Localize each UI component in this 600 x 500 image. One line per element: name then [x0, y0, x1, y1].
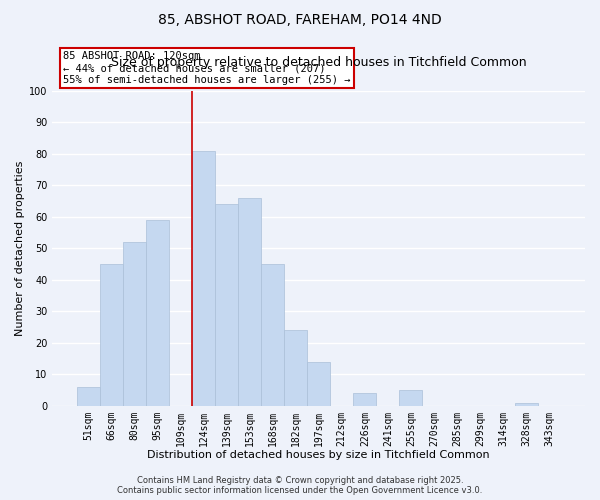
Bar	[307, 362, 330, 406]
Bar	[123, 242, 146, 406]
Bar	[215, 204, 238, 406]
Text: Contains HM Land Registry data © Crown copyright and database right 2025.
Contai: Contains HM Land Registry data © Crown c…	[118, 476, 482, 495]
Title: Size of property relative to detached houses in Titchfield Common: Size of property relative to detached ho…	[111, 56, 527, 69]
Bar	[238, 198, 261, 406]
X-axis label: Distribution of detached houses by size in Titchfield Common: Distribution of detached houses by size …	[148, 450, 490, 460]
Bar	[77, 387, 100, 406]
Bar	[261, 264, 284, 406]
Bar	[353, 393, 376, 406]
Bar	[146, 220, 169, 406]
Y-axis label: Number of detached properties: Number of detached properties	[15, 160, 25, 336]
Bar	[192, 150, 215, 406]
Text: 85, ABSHOT ROAD, FAREHAM, PO14 4ND: 85, ABSHOT ROAD, FAREHAM, PO14 4ND	[158, 12, 442, 26]
Text: 85 ABSHOT ROAD: 120sqm
← 44% of detached houses are smaller (207)
55% of semi-de: 85 ABSHOT ROAD: 120sqm ← 44% of detached…	[63, 52, 350, 84]
Bar	[515, 402, 538, 406]
Bar	[400, 390, 422, 406]
Bar	[100, 264, 123, 406]
Bar	[284, 330, 307, 406]
